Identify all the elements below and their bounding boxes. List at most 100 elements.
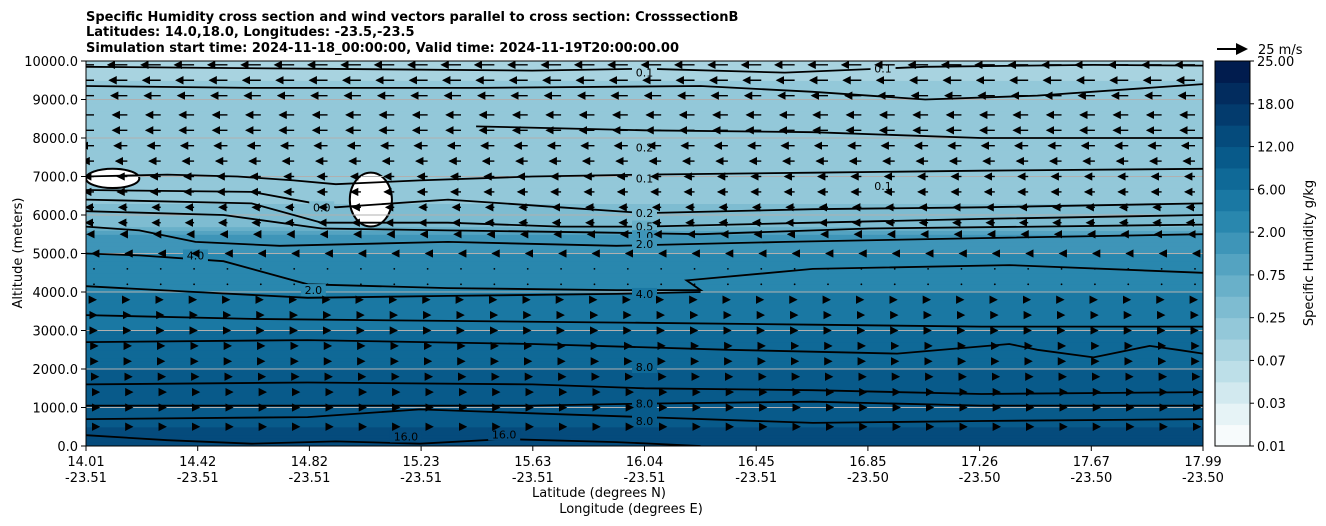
humidity-band [86,103,1203,108]
chart-title: Specific Humidity cross section and wind… [86,10,738,56]
humidity-band [86,99,1203,104]
dry-pockets [86,167,393,228]
humidity-band [86,261,1203,266]
plot-area: 0.10.20.10.20.51.02.04.04.02.08.08.08.01… [86,61,1203,446]
colorbar-segment [1215,103,1250,126]
contour-label: 4.0 [636,288,654,301]
humidity-band [86,353,1203,359]
humidity-band [86,380,1203,385]
humidity-band [86,257,1203,262]
x-tick-label-lat: 15.23 [402,455,439,470]
humidity-band [86,376,1203,382]
wind-vector [259,283,262,286]
x-tick-label-lon: -23.50 [959,471,1001,486]
humidity-band [86,184,1203,189]
colorbar-segment [1215,381,1250,404]
wind-vector [1160,268,1163,270]
colorbar-tick-label: 0.03 [1257,397,1286,412]
humidity-band [86,130,1203,135]
humidity-band [86,303,1203,308]
humidity-band [86,199,1203,205]
wind-vector [193,283,195,286]
contour-label-bg [870,62,896,75]
humidity-band [86,434,1203,439]
y-tick-label: 5000.0 [33,248,79,263]
wind-reference-key: 25 m/s [1217,43,1303,58]
colorbar-segment [1215,61,1250,83]
wind-vector [1194,283,1196,286]
humidity-band [86,272,1203,278]
contour-label: 4.0 [187,249,205,262]
wind-vector [1194,268,1196,270]
x-tick-label-lon: -23.51 [624,471,666,486]
y-tick-label: 1000.0 [33,402,79,417]
colorbar-tick-label: 6.00 [1257,183,1286,198]
contour-label-bg [632,361,657,374]
wind-vector [1094,268,1096,270]
humidity-band [86,411,1203,416]
wind-vector [626,283,629,286]
contour-label: 2.0 [636,238,654,251]
contour-label: 0.2 [636,207,654,220]
y-tick-label: 7000.0 [33,171,79,186]
colorbar-segment [1215,253,1250,276]
wind-vector [693,283,696,286]
contour-line [86,314,1203,328]
wind-vector [93,268,95,270]
wind-vector [226,268,229,270]
wind-vector [393,268,396,270]
wind-vector [626,268,629,270]
y-tick-label: 2000.0 [33,363,79,378]
humidity-band [86,326,1203,332]
humidity-band [86,276,1203,282]
x-tick-label-lat: 17.99 [1184,455,1221,470]
colorbar-segment [1215,403,1250,426]
humidity-band [86,384,1203,389]
wind-vector [927,268,929,270]
x-tick-label-lon: -23.50 [1070,471,1112,486]
humidity-band [86,87,1203,93]
humidity-band [86,430,1203,436]
wind-vector [727,268,729,270]
wind-vector [293,268,296,270]
wind-reference-label: 25 m/s [1258,43,1303,58]
humidity-band [86,138,1203,143]
colorbar-segment [1215,82,1250,105]
contour-label: 0.2 [636,142,654,155]
contour-line [86,285,701,299]
humidity-band [86,265,1203,270]
colorbar-segment [1215,146,1250,169]
colorbar-segment [1215,167,1250,190]
wind-vector [426,268,429,270]
wind-vector [293,283,296,286]
colorbar-segment [1215,339,1250,361]
humidity-band [86,338,1203,343]
colorbar-tick-label: 25.00 [1257,55,1294,70]
x-axis-label-lat: Latitude (degrees N) [532,486,666,501]
wind-vector [460,268,462,270]
wind-vector [1027,268,1030,270]
humidity-band [86,126,1203,131]
humidity-band [86,322,1203,328]
contour-label-bg [632,220,657,233]
x-tick-label-lon: -23.51 [288,471,330,486]
wind-vector [126,283,129,286]
wind-vector [159,268,162,270]
colorbar-segment [1215,210,1250,233]
humidity-band [86,357,1203,362]
contour-label: 8.0 [636,398,654,411]
x-tick-label-lat: 14.42 [179,455,216,470]
humidity-band [86,195,1203,201]
contour-label-bg [632,287,657,300]
wind-vector [360,268,362,270]
humidity-band [86,157,1203,162]
wind-vector [727,283,729,286]
wind-vector [1060,283,1063,286]
contour-label: 8.0 [636,415,654,428]
humidity-band [86,191,1203,197]
humidity-band [86,168,1203,174]
colorbar-segment [1215,232,1250,254]
wind-vector [159,283,162,286]
humidity-band [86,318,1203,324]
